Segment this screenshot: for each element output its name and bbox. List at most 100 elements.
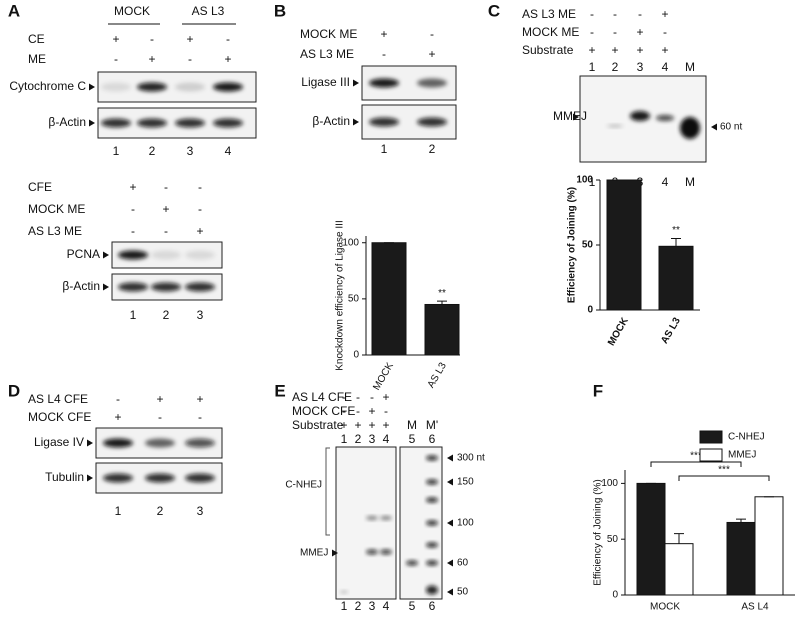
sign: - [164,180,168,194]
sign: + [340,418,347,432]
band [118,250,148,260]
significance: ** [438,288,446,299]
lane-number: 4 [662,60,669,74]
sign: + [186,32,193,46]
lane-number: 2 [163,308,170,322]
sign: + [129,180,136,194]
lane-number: M [685,60,695,74]
sign: + [588,43,595,57]
band [185,473,215,483]
sign: - [342,404,346,418]
sign: + [661,43,668,57]
band [380,549,392,555]
blot-label: Ligase IV [34,435,84,449]
lane-number: 2 [429,142,436,156]
error-bar [736,518,746,523]
y-axis-label: Efficiency of Joining (%) [567,187,578,303]
y-tick-label: 0 [612,590,618,601]
sign: - [164,224,168,238]
lane-number: 4 [383,599,390,613]
sign: - [114,52,118,66]
x-tick-label: MOCK [650,602,680,613]
lane-number: 1 [381,142,388,156]
lane-marker: M [407,418,417,432]
arrow [87,439,93,447]
marker-label: 50 [457,587,469,598]
arrow [89,83,95,91]
sign: + [368,418,375,432]
sign: + [162,202,169,216]
sign: - [663,25,667,39]
sign: + [382,418,389,432]
x-tick-label: MOCK [371,361,396,393]
sign: - [356,390,360,404]
bar [658,245,694,311]
row-label: AS L3 ME [300,47,354,61]
band [426,560,438,566]
row-label: MOCK ME [28,202,85,216]
panel-label: E [274,381,285,400]
sign: - [226,32,230,46]
band [175,118,205,128]
sign: - [131,202,135,216]
sign: + [611,43,618,57]
sign: + [112,32,119,46]
band [175,82,205,92]
band [213,82,243,92]
significance: *** [690,451,702,462]
band [607,124,623,128]
band [426,455,438,461]
sign: - [370,390,374,404]
band [118,282,148,292]
lane-number: 1 [341,599,348,613]
panel-label: A [8,1,20,20]
row-label: CFE [28,180,52,194]
band [185,438,215,448]
row-label: AS L3 ME [28,224,82,238]
sign: - [590,25,594,39]
band [426,497,438,503]
row-label: MOCK ME [300,27,357,41]
lane-number: 4 [662,175,669,189]
band [366,516,378,520]
error-bar [671,238,681,247]
sign: - [198,410,202,424]
sign: - [590,7,594,21]
band [366,549,378,555]
lane-number: 6 [429,432,436,446]
band [101,118,131,128]
lane-number: 1 [115,504,122,518]
sign: + [224,52,231,66]
lane-number: 4 [225,144,232,158]
bracket [325,447,330,536]
lane-number: 3 [187,144,194,158]
bar [606,179,642,311]
arrow [103,251,109,259]
sign: - [430,27,434,41]
marker-label: 300 nt [457,453,485,464]
bar [636,482,666,596]
blot-label: Ligase III [301,75,350,89]
legend-label: MMEJ [728,450,756,461]
sign: + [114,410,121,424]
marker-label: 60 nt [720,122,742,133]
band [426,585,438,595]
band [340,590,348,594]
sign: - [188,52,192,66]
x-tick-label: MOCK [606,315,631,348]
bracket-label: C-NHEJ [285,480,322,491]
sign: + [196,392,203,406]
y-tick-label: 0 [587,305,593,316]
band [185,282,215,292]
lane-marker: M' [426,418,438,432]
lane-number: 2 [149,144,156,158]
band [103,438,133,448]
sign: - [613,25,617,39]
sign: + [156,392,163,406]
sign: - [198,202,202,216]
sign: - [638,7,642,21]
lane-number: 3 [369,432,376,446]
sign: + [354,418,361,432]
band [417,78,447,88]
arrow [573,113,579,121]
